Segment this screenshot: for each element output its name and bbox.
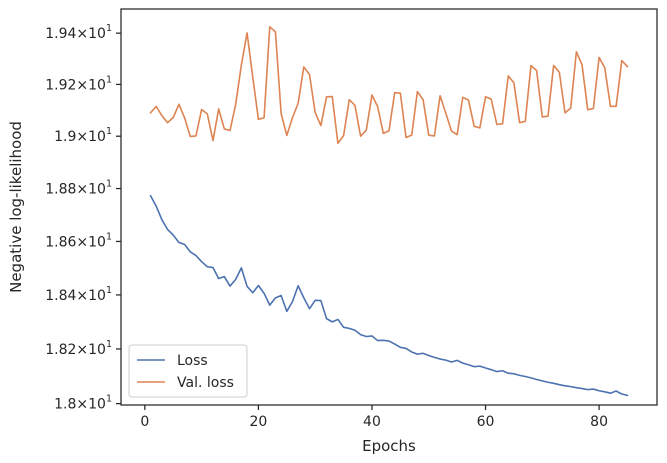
- plot-area: [121, 9, 657, 405]
- y-tick-label: 1.82×101: [45, 339, 112, 358]
- y-tick-label: 1.88×101: [45, 179, 112, 198]
- x-tick-label: 0: [140, 414, 149, 430]
- series-line-loss: [149, 194, 629, 397]
- axes-frame: [120, 8, 658, 406]
- x-tick-label: 80: [590, 414, 608, 430]
- y-tick-label: 1.86×101: [45, 231, 112, 250]
- y-tick-label: 1.8×101: [54, 394, 112, 413]
- plot-series: [149, 25, 629, 397]
- x-axis-title: Epochs: [362, 437, 416, 455]
- y-tick-label: 1.94×101: [45, 23, 112, 42]
- y-tick-label: 1.92×101: [45, 74, 112, 93]
- y-axis-title: Negative log-likelihood: [7, 121, 25, 293]
- legend-label: Loss: [177, 353, 208, 369]
- y-axis-ticks: 1.8×101 1.82×101 1.84×101 1.86×101 1.88×101 1…: [45, 23, 121, 413]
- x-tick-label: 60: [477, 414, 495, 430]
- axes: [121, 9, 657, 405]
- y-tick-label: 1.84×101: [45, 285, 112, 304]
- y-tick-label: 1.9×101: [54, 126, 112, 145]
- x-tick-label: 40: [363, 414, 381, 430]
- series-line-val-loss: [149, 25, 629, 145]
- legend-box: [128, 344, 248, 398]
- x-tick-label: 20: [249, 414, 267, 430]
- legend: Loss Val. loss: [128, 344, 248, 398]
- plot-frame: [120, 8, 658, 406]
- legend-label: Val. loss: [177, 375, 234, 391]
- x-axis-ticks: 0 20 40 60 80: [140, 405, 608, 430]
